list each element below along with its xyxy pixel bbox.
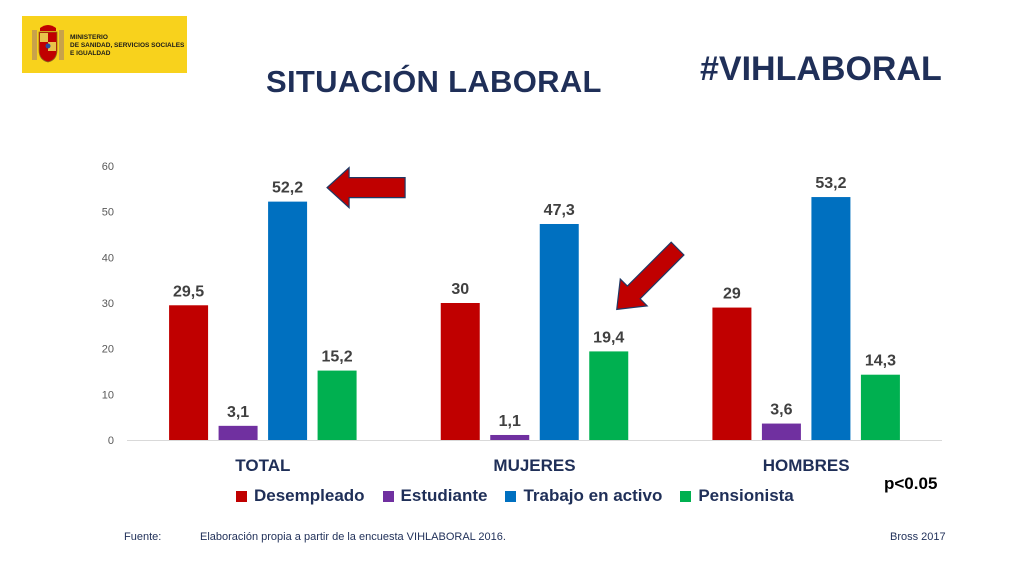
x-tick-label: MUJERES: [493, 456, 575, 475]
data-label: 19,4: [593, 329, 624, 346]
bar-hombres-estudiante: [761, 423, 801, 440]
coat-of-arms-icon: [32, 25, 64, 63]
bar-total-estudiante: [218, 425, 258, 440]
legend-item: Desempleado: [236, 486, 365, 506]
data-label: 47,3: [544, 202, 575, 219]
ministry-name: MINISTERIO DE SANIDAD, SERVICIOS SOCIALE…: [70, 34, 185, 57]
bar-mujeres-estudiante: [490, 434, 530, 440]
data-label: 3,6: [770, 402, 792, 419]
data-label: 3,1: [227, 404, 249, 421]
annotation-arrow: [616, 241, 685, 311]
y-tick-label: 50: [102, 207, 114, 219]
y-tick-label: 30: [102, 298, 114, 310]
y-tick-label: 60: [102, 161, 114, 173]
bar-hombres-desempleado: [712, 307, 752, 440]
data-label: 29: [723, 286, 741, 303]
y-tick-label: 0: [108, 435, 114, 447]
legend-swatch: [505, 490, 517, 502]
legend-swatch: [382, 490, 394, 502]
x-tick-label: TOTAL: [235, 456, 290, 475]
bar-total-trabajo-en-activo: [268, 201, 308, 440]
bar-mujeres-trabajo-en-activo: [539, 223, 579, 440]
legend-label: Estudiante: [400, 486, 488, 505]
data-label: 14,3: [865, 353, 896, 370]
bar-total-pensionista: [317, 370, 357, 440]
bar-mujeres-pensionista: [589, 351, 629, 440]
legend-label: Trabajo en activo: [523, 486, 663, 505]
legend-item: Trabajo en activo: [505, 486, 662, 506]
legend-label: Pensionista: [698, 486, 794, 505]
data-label: 30: [451, 281, 469, 298]
footer-credit: Bross 2017: [890, 531, 946, 543]
data-label: 53,2: [815, 175, 846, 192]
p-value: p<0.05: [884, 474, 938, 493]
annotation-arrow-shape: [616, 241, 685, 311]
annotation-arrow: [326, 166, 406, 209]
ministry-logo: MINISTERIO DE SANIDAD, SERVICIOS SOCIALE…: [22, 16, 187, 73]
legend-swatch: [236, 490, 247, 502]
y-tick-label: 20: [102, 344, 114, 356]
page-title: SITUACIÓN LABORAL: [266, 64, 602, 99]
chart-legend: Desempleado Estudiante Trabajo en activo Pe…: [236, 486, 794, 506]
footer-source-text: Elaboración propia a partir de la encues…: [200, 531, 506, 543]
bar-hombres-pensionista: [860, 374, 900, 440]
legend-swatch: [680, 490, 692, 502]
x-tick-label: HOMBRES: [763, 456, 850, 475]
legend-label: Desempleado: [254, 486, 365, 505]
bar-total-desempleado: [169, 305, 209, 440]
data-label: 15,2: [322, 349, 353, 366]
data-label: 1,1: [499, 413, 521, 430]
y-tick-label: 10: [102, 389, 114, 401]
footer-source-label: Fuente:: [124, 531, 162, 543]
data-label: 52,2: [272, 180, 303, 197]
legend-item: Estudiante: [382, 486, 488, 506]
hashtag: #VIHLABORAL: [700, 50, 942, 88]
data-label: 29,5: [173, 283, 204, 300]
y-tick-label: 40: [102, 252, 114, 264]
legend-item: Pensionista: [680, 486, 794, 506]
bar-hombres-trabajo-en-activo: [811, 197, 851, 440]
bar-mujeres-desempleado: [440, 303, 480, 440]
